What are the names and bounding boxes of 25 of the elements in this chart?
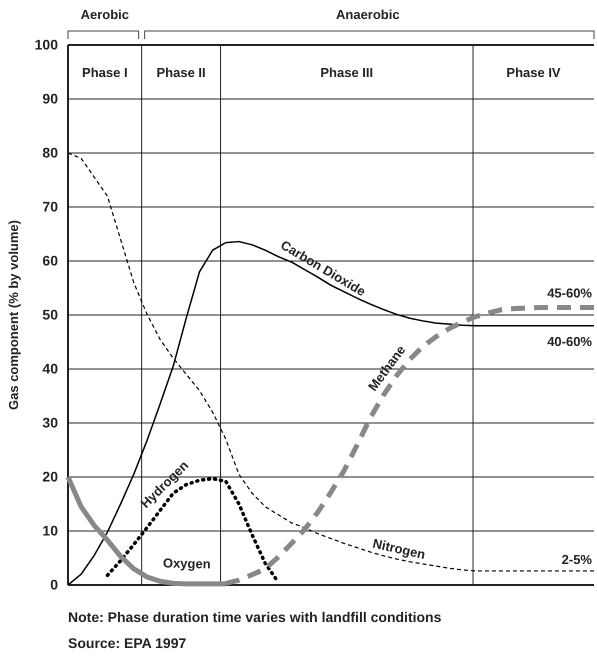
y-tick-label: 90 xyxy=(42,90,58,106)
y-tick-label: 70 xyxy=(42,198,58,214)
annotation: Phase III xyxy=(320,65,374,80)
text: Anaerobic xyxy=(336,7,400,22)
y-tick-label: 10 xyxy=(42,522,58,538)
text: Nitrogen xyxy=(371,536,427,562)
y-tick-label: 50 xyxy=(42,306,58,322)
y-axis-title: Gas component (% by volume) xyxy=(6,220,21,410)
y-tick-label: 100 xyxy=(34,36,58,52)
y-tick-label: 60 xyxy=(42,252,58,268)
annotation: Phase I xyxy=(82,65,128,80)
annotation: 2-5% xyxy=(562,552,592,567)
text: Aerobic xyxy=(80,7,130,22)
series-label: Oxygen xyxy=(162,555,211,572)
annotation: 40-60% xyxy=(547,334,592,349)
y-tick-label: 30 xyxy=(42,414,58,430)
y-tick-label: 0 xyxy=(50,576,58,592)
annotation: 45-60% xyxy=(547,285,592,300)
annotation: Phase II xyxy=(156,65,206,80)
y-tick-label: 40 xyxy=(42,360,58,376)
annotation: Phase IV xyxy=(506,65,561,80)
text: Note: Phase duration time varies with landfill conditions xyxy=(68,609,442,625)
source-note: Source: EPA 1997 xyxy=(68,635,186,651)
y-tick-label: 80 xyxy=(42,144,58,160)
y-tick-label: 20 xyxy=(42,468,58,484)
